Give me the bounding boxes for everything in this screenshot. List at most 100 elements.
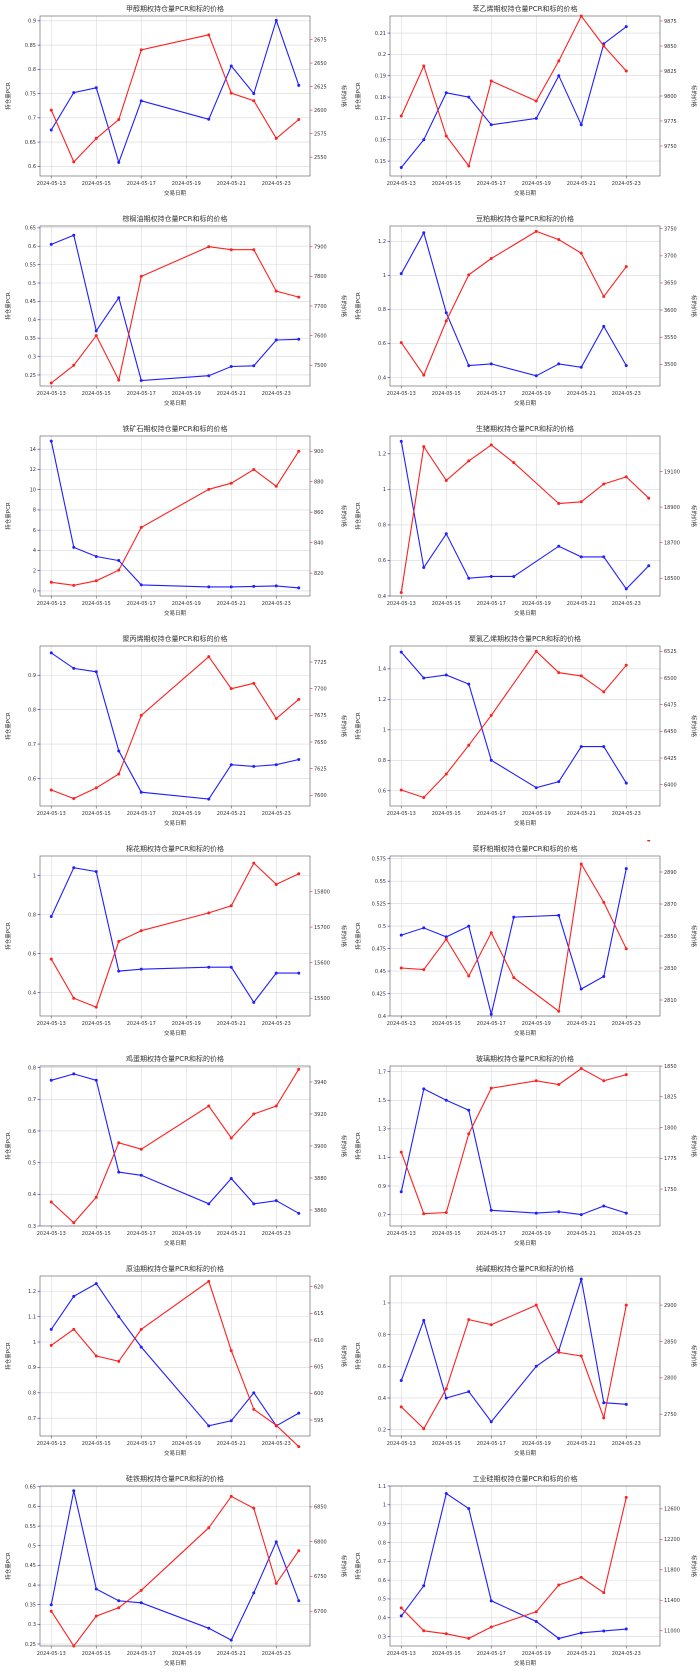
x-axis-label: 交易日期 [164,1029,187,1037]
price-point [252,1112,256,1116]
price-point [94,579,98,583]
price-point [489,713,493,717]
right-tick-label: 11400 [664,1598,680,1604]
left-tick-label: 0.9 [28,673,36,679]
left-axis-label: 持仓量PCR [354,502,362,530]
pcr-point [624,781,628,785]
left-tick-label: 0.6 [378,558,386,564]
left-axis-label: 持仓量PCR [4,292,12,320]
pcr-point [399,272,403,276]
right-tick-label: 3700 [664,254,677,260]
x-tick-label: 2024-05-19 [522,1651,551,1657]
price-point [467,743,471,747]
left-tick-label: 0.8 [378,1540,386,1546]
x-tick-label: 2024-05-21 [217,1651,246,1657]
price-point [557,1082,561,1086]
left-tick-label: 1.5 [378,1098,386,1104]
pcr-point [117,1315,121,1319]
pcr-point [534,1620,538,1624]
pcr-point [297,971,301,975]
plot-frame [389,435,661,597]
x-tick-label: 2024-05-17 [127,1651,156,1657]
price-series-line [400,1304,627,1430]
price-point [117,1359,121,1363]
price-point [422,1427,426,1431]
price-series-line [400,14,627,168]
x-tick-label: 2024-05-21 [217,811,246,817]
right-tick-label: 610 [314,1338,324,1344]
chart-title: 鸡蛋期权持仓量PCR和标的价格 [126,1054,224,1063]
plot-frame [389,645,661,807]
chart-svg: 原油期权持仓量PCR和标的价格 2024-05-13 2024-05-15 2024-… [4,1264,348,1457]
x-tick-label: 2024-05-13 [37,391,66,397]
price-point [274,484,278,488]
chart-svg: 玻璃期权持仓量PCR和标的价格 2024-05-13 2024-05-15 2024-… [354,1054,698,1247]
right-axis-label: 标的价格 [690,505,698,528]
right-tick-label: 2810 [664,998,677,1004]
pcr-point [422,1584,426,1588]
right-axis-label: 标的价格 [340,1555,348,1578]
price-point [557,1009,561,1013]
price-point [489,257,493,261]
price-series-line [50,862,300,1008]
pcr-point [117,160,121,164]
pcr-point [399,650,403,654]
chart-title: 原油期权持仓量PCR和标的价格 [126,1264,224,1273]
left-tick-label: 0.575 [372,856,386,862]
chart-panel: 聚丙烯期权持仓量PCR和标的价格 2024-05-13 2024-05-15 2024… [0,630,350,840]
left-tick-label: 0.4 [28,1192,36,1198]
chart-title: 硅铁期权持仓量PCR和标的价格 [126,1474,224,1483]
chart-title: 菜籽粕期权持仓量PCR和标的价格 [473,844,578,853]
left-tick-label: 0.9 [378,1184,386,1190]
left-tick-label: 0.8 [28,1065,36,1071]
right-tick-label: 3900 [314,1144,327,1150]
pcr-point [117,1170,121,1174]
pcr-point [297,586,301,590]
right-tick-label: 6850 [314,1505,327,1511]
right-axis-label: 标的价格 [690,1135,698,1158]
pcr-point [297,83,301,87]
left-tick-label: 1.2 [378,697,386,703]
x-axis-label: 交易日期 [164,819,187,827]
right-tick-label: 19100 [664,469,680,475]
price-series-line [400,1497,627,1639]
pcr-point [624,1211,628,1215]
x-tick-label: 2024-05-17 [477,1021,506,1027]
left-tick-label: 0.65 [25,140,36,146]
left-tick-label: 0.8 [28,707,36,713]
x-tick-label: 2024-05-19 [522,181,551,187]
right-tick-label: 9825 [664,69,677,75]
x-tick-label: 2024-05-23 [262,391,291,397]
right-tick-label: 3940 [314,1080,327,1086]
left-tick-label: 0.4 [378,1014,386,1020]
pcr-point [422,138,426,142]
pcr-point [94,1587,98,1591]
left-tick-label: 0.6 [28,1129,36,1135]
price-point [422,1212,426,1216]
left-tick-label: 0.6 [378,789,386,795]
x-axis-label: 交易日期 [514,1659,537,1667]
pcr-point [422,231,426,235]
left-tick-label: 8 [33,508,36,514]
pcr-point [512,574,516,578]
pcr-point [444,1098,448,1102]
price-point [534,229,538,233]
x-axis-label: 交易日期 [514,189,537,197]
pcr-point [422,676,426,680]
right-axis-label: 标的价格 [690,715,698,738]
pcr-point [139,583,143,587]
left-axis-label: 持仓量PCR [4,712,12,740]
left-tick-label: 0.7 [28,1097,36,1103]
price-series-line [400,230,627,377]
pcr-series-line [50,440,299,589]
x-tick-label: 2024-05-13 [37,1441,66,1447]
left-tick-label: 0.2 [378,52,386,58]
chart-title: 甲醇期权持仓量PCR和标的价格 [126,4,224,13]
pcr-series-line [400,441,650,590]
left-tick-label: 1.2 [28,1289,36,1295]
left-tick-label: 1.1 [28,1314,36,1320]
left-tick-label: 0.65 [25,226,36,232]
chart-panel: 铁矿石期权持仓量PCR和标的价格 2024-05-13 2024-05-15 2024… [0,420,350,630]
price-point [117,939,121,943]
price-point [207,33,211,37]
